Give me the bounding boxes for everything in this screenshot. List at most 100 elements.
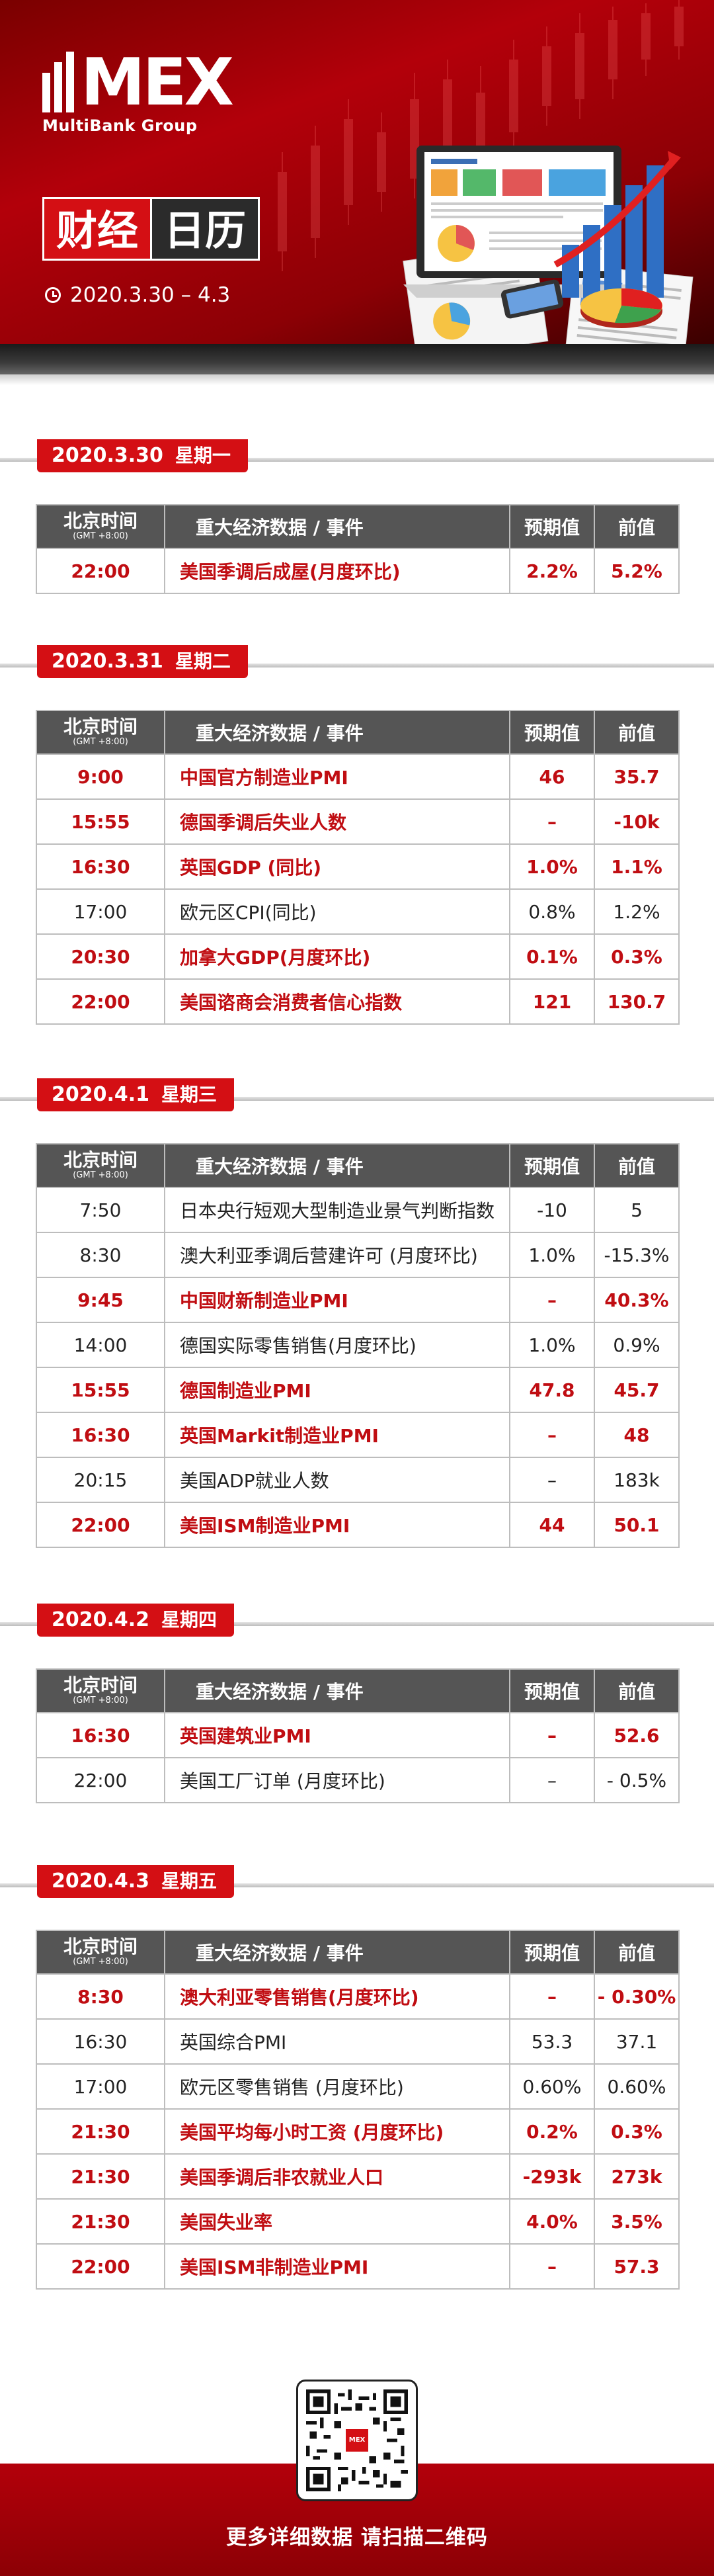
row-event: 美国ISM制造业PMI — [164, 1502, 510, 1548]
table-row: 22:00 美国ISM制造业PMI 44 50.1 — [36, 1502, 680, 1548]
row-event: 德国制造业PMI — [164, 1367, 510, 1413]
day-label: 2020.4.2 星期四 — [37, 1604, 235, 1637]
row-forecast: 0.2% — [509, 2108, 595, 2155]
day-date: 2020.4.1 — [52, 1083, 150, 1106]
row-time: 22:00 — [36, 548, 165, 594]
row-time: 16:30 — [36, 1412, 165, 1458]
header-event: 重大经济数据 / 事件 — [164, 1930, 510, 1975]
day-weekday: 星期四 — [161, 1609, 218, 1631]
calendar-table: 北京时间 (GMT +8:00) 重大经济数据 / 事件 预期值 前值 8:30 澳大利亚零… — [36, 1930, 680, 2290]
day-date: 2020.3.31 — [52, 650, 163, 673]
row-event: 澳大利亚零售销售(月度环比) — [164, 1973, 510, 2020]
qr-code-icon — [306, 2389, 408, 2491]
table-row: 8:30 澳大利亚零售销售(月度环比) – - 0.30% — [36, 1973, 680, 2020]
header-previous: 前值 — [594, 1668, 680, 1713]
row-previous: 45.7 — [594, 1367, 680, 1413]
row-forecast: 53.3 — [509, 2018, 595, 2065]
day-tab: 2020.4.3 星期五 — [0, 1865, 714, 1898]
row-event: 英国综合PMI — [164, 2018, 510, 2065]
header-previous: 前值 — [594, 504, 680, 549]
row-time: 22:00 — [36, 1757, 165, 1803]
row-previous: - 0.30% — [594, 1973, 680, 2020]
header-timezone: (GMT +8:00) — [73, 737, 128, 747]
row-time: 8:30 — [36, 1973, 165, 2020]
row-previous: 183k — [594, 1457, 680, 1503]
row-time: 22:00 — [36, 978, 165, 1025]
header-event: 重大经济数据 / 事件 — [164, 504, 510, 549]
day-date: 2020.3.30 — [52, 444, 163, 467]
day-divider — [0, 458, 714, 462]
table-row: 21:30 美国失业率 4.0% 3.5% — [36, 2198, 680, 2245]
table-row: 22:00 美国ISM非制造业PMI –57.3 — [36, 2243, 680, 2290]
day-label: 2020.4.1 星期三 — [37, 1078, 235, 1111]
row-previous: 0.3% — [594, 2108, 680, 2155]
row-forecast: – — [509, 2243, 595, 2290]
header-timezone: (GMT +8:00) — [73, 1957, 128, 1967]
row-forecast: 0.1% — [509, 933, 595, 980]
row-event: 澳大利亚季调后营建许可 (月度环比) — [164, 1232, 510, 1278]
table-row: 16:30 英国GDP (同比) 1.0% 1.1% — [36, 843, 680, 890]
row-forecast: -10 — [509, 1187, 595, 1233]
day-weekday: 星期一 — [175, 445, 231, 466]
table-row: 16:30 英国综合PMI 53.3 37.1 — [36, 2018, 680, 2065]
row-previous: - 0.5% — [594, 1757, 680, 1803]
day-label: 2020.3.31 星期二 — [37, 645, 248, 678]
calendar-table: 北京时间 (GMT +8:00) 重大经济数据 / 事件 预期值 前值 7:50 日本央行短… — [36, 1143, 680, 1548]
row-forecast: 1.0% — [509, 1322, 595, 1368]
row-time: 15:55 — [36, 798, 165, 845]
row-event: 中国官方制造业PMI — [164, 753, 510, 800]
row-previous: 37.1 — [594, 2018, 680, 2065]
row-event: 美国ADP就业人数 — [164, 1457, 510, 1503]
calendar-table: 北京时间 (GMT +8:00) 重大经济数据 / 事件 预期值 前值 16:30 英国建筑… — [36, 1668, 680, 1803]
header-time: 北京时间 (GMT +8:00) — [36, 710, 165, 755]
day-tab: 2020.4.1 星期三 — [0, 1078, 714, 1111]
table-header-row: 北京时间 (GMT +8:00) 重大经济数据 / 事件 预期值 前值 — [36, 1668, 680, 1713]
row-previous: 0.60% — [594, 2063, 680, 2110]
row-event: 美国ISM非制造业PMI — [164, 2243, 510, 2290]
row-previous: 40.3% — [594, 1277, 680, 1323]
table-row: 17:00 欧元区CPI(同比) 0.8% 1.2% — [36, 888, 680, 935]
row-time: 20:30 — [36, 933, 165, 980]
row-time: 15:55 — [36, 1367, 165, 1413]
header-timezone: (GMT +8:00) — [73, 531, 128, 541]
table-row: 17:00 欧元区零售销售 (月度环比) 0.60% 0.60% — [36, 2063, 680, 2110]
day-tab: 2020.4.2 星期四 — [0, 1604, 714, 1637]
date-range-text: 2020.3.30 – 4.3 — [70, 283, 231, 307]
row-time: 22:00 — [36, 1502, 165, 1548]
row-previous: 57.3 — [594, 2243, 680, 2290]
header-event: 重大经济数据 / 事件 — [164, 1668, 510, 1713]
row-previous: 1.1% — [594, 843, 680, 890]
table-row: 22:00 美国季调后成屋(月度环比) 2.2% 5.2% — [36, 548, 680, 594]
row-forecast: 0.60% — [509, 2063, 595, 2110]
header-previous: 前值 — [594, 710, 680, 755]
row-event: 英国Markit制造业PMI — [164, 1412, 510, 1458]
header-event: 重大经济数据 / 事件 — [164, 710, 510, 755]
table-row: 20:30 加拿大GDP(月度环比) 0.1% 0.3% — [36, 933, 680, 980]
row-time: 21:30 — [36, 2153, 165, 2200]
row-time: 21:30 — [36, 2198, 165, 2245]
table-header-row: 北京时间 (GMT +8:00) 重大经济数据 / 事件 预期值 前值 — [36, 710, 680, 755]
row-event: 欧元区零售销售 (月度环比) — [164, 2063, 510, 2110]
row-forecast: 47.8 — [509, 1367, 595, 1413]
row-event: 中国财新制造业PMI — [164, 1277, 510, 1323]
day-weekday: 星期三 — [161, 1084, 218, 1105]
table-row: 21:30 美国平均每小时工资 (月度环比) 0.2% 0.3% — [36, 2108, 680, 2155]
qr-code[interactable]: MEX — [296, 2380, 418, 2501]
header-time: 北京时间 (GMT +8:00) — [36, 1668, 165, 1713]
table-row: 20:15 美国ADP就业人数 –183k — [36, 1457, 680, 1503]
table-row: 14:00 德国实际零售销售(月度环比) 1.0% 0.9% — [36, 1322, 680, 1368]
title-part-2: 日历 — [150, 197, 260, 261]
logo-text: MEX — [81, 45, 234, 120]
table-header-row: 北京时间 (GMT +8:00) 重大经济数据 / 事件 预期值 前值 — [36, 1930, 680, 1975]
row-previous: 52.6 — [594, 1712, 680, 1758]
row-previous: 0.3% — [594, 933, 680, 980]
row-event: 英国建筑业PMI — [164, 1712, 510, 1758]
header-timezone: (GMT +8:00) — [73, 1696, 128, 1705]
table-header-row: 北京时间 (GMT +8:00) 重大经济数据 / 事件 预期值 前值 — [36, 504, 680, 549]
row-event: 美国工厂订单 (月度环比) — [164, 1757, 510, 1803]
day-date: 2020.4.2 — [52, 1608, 150, 1631]
table-row: 8:30 澳大利亚季调后营建许可 (月度环比) 1.0% -15.3% — [36, 1232, 680, 1278]
day-tab: 2020.3.31 星期二 — [0, 645, 714, 678]
row-time: 17:00 — [36, 888, 165, 935]
table-row: 15:55 德国制造业PMI 47.8 45.7 — [36, 1367, 680, 1413]
